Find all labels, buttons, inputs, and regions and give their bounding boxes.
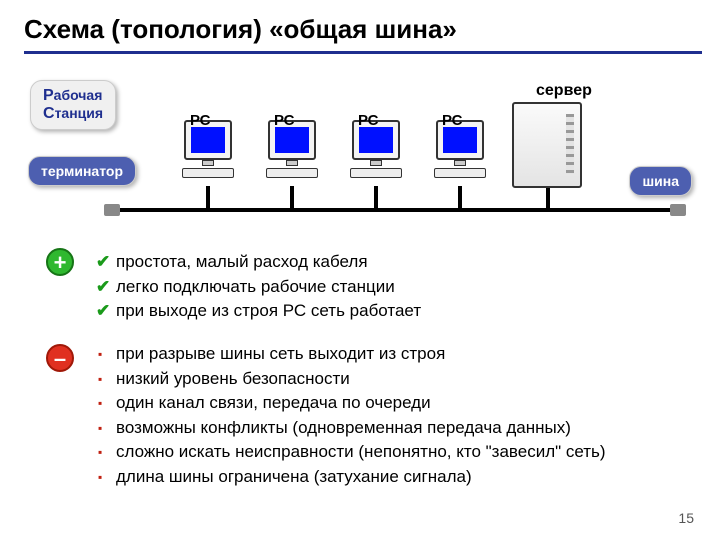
pc-label: РС (358, 112, 378, 129)
plus-icon: + (46, 248, 74, 276)
drop-cable (458, 186, 462, 210)
pros-list: простота, малый расход кабелялегко подкл… (50, 250, 700, 324)
pros-cons-block: + простота, малый расход кабелялегко под… (50, 250, 700, 508)
server-icon (512, 102, 582, 188)
con-item: один канал связи, передача по очереди (96, 391, 700, 416)
drop-cable (206, 186, 210, 210)
page-number: 15 (678, 510, 694, 526)
workstation-label-pill: Рабочая Станция (30, 80, 116, 130)
con-item: сложно искать неисправности (непонятно, … (96, 440, 700, 465)
pro-item: при выходе из строя РС сеть работает (96, 299, 700, 324)
terminator-right (670, 204, 686, 216)
pc-label: РС (274, 112, 294, 129)
minus-icon: – (46, 344, 74, 372)
con-item: длина шины ограничена (затухание сигнала… (96, 465, 700, 490)
server-drop-cable (546, 188, 550, 210)
pc-label: РС (190, 112, 210, 129)
con-item: при разрыве шины сеть выходит из строя (96, 342, 700, 367)
bus-line (110, 208, 680, 212)
drop-cable (374, 186, 378, 210)
cons-list: при разрыве шины сеть выходит из строяни… (50, 342, 700, 490)
pro-item: простота, малый расход кабеля (96, 250, 700, 275)
slide-title: Схема (топология) «общая шина» (0, 0, 720, 51)
con-item: возможны конфликты (одновременная переда… (96, 416, 700, 441)
server-label: сервер (536, 82, 592, 100)
drop-cable (290, 186, 294, 210)
terminator-left (104, 204, 120, 216)
pro-item: легко подключать рабочие станции (96, 275, 700, 300)
con-item: низкий уровень безопасности (96, 367, 700, 392)
title-underline (24, 51, 702, 54)
pc-label: РС (442, 112, 462, 129)
